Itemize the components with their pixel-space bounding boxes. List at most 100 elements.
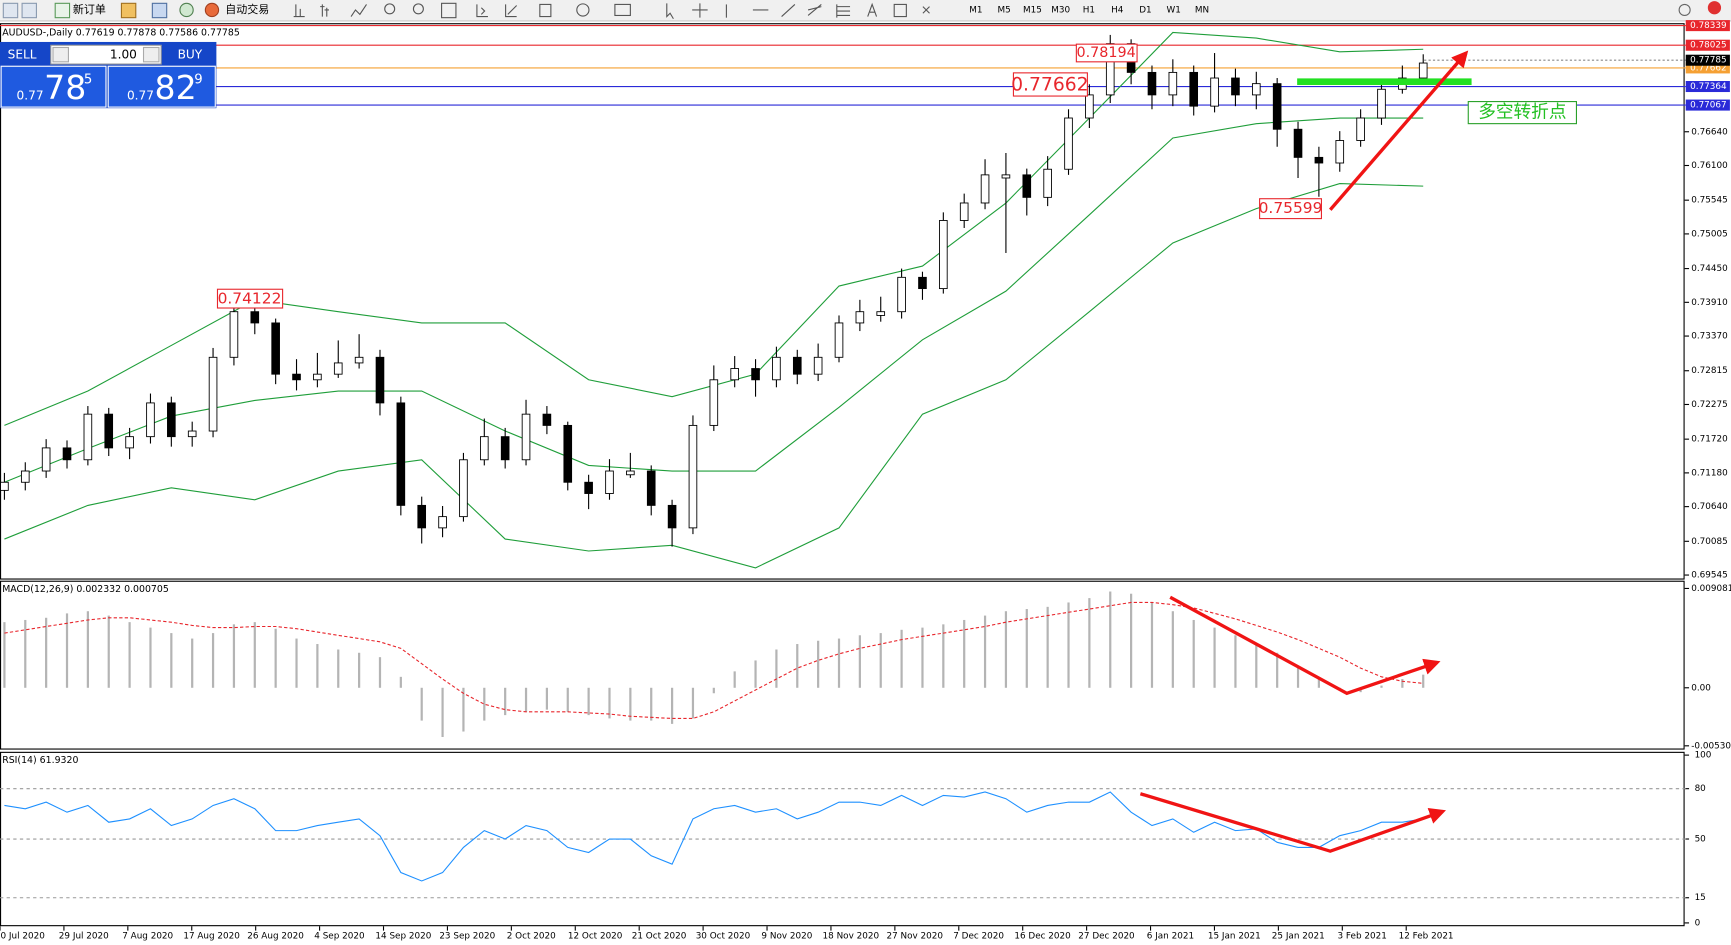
timeframe-button[interactable]: D1 bbox=[1139, 5, 1151, 15]
candle-body bbox=[626, 470, 635, 476]
channel-tool[interactable] bbox=[807, 3, 822, 16]
tool-icon[interactable] bbox=[441, 2, 457, 19]
candle-body bbox=[980, 174, 990, 204]
x-tick-label: 20 Jul 2020 bbox=[0, 932, 45, 942]
new-order-icon[interactable] bbox=[54, 2, 71, 19]
candle-body bbox=[1147, 71, 1157, 96]
timeframe-button[interactable]: M30 bbox=[1051, 5, 1070, 15]
y-tick-label: 0 bbox=[1695, 918, 1701, 928]
tool-icon[interactable] bbox=[505, 4, 518, 18]
trendline-tool[interactable] bbox=[781, 4, 796, 17]
y-tick-label: 100 bbox=[1695, 751, 1712, 761]
y-tick-label: 0.76640 bbox=[1691, 127, 1728, 137]
tool-icon[interactable] bbox=[320, 4, 329, 17]
candle-body bbox=[646, 470, 656, 506]
tool-icon[interactable] bbox=[2, 2, 19, 19]
candle-body bbox=[1085, 94, 1094, 119]
tool-icon[interactable] bbox=[476, 4, 488, 18]
timeframe-button[interactable]: H4 bbox=[1111, 5, 1124, 15]
annotation-box bbox=[1012, 72, 1088, 97]
y-tick-label: 0.00 bbox=[1691, 683, 1711, 693]
candle-body bbox=[667, 504, 677, 529]
price-level-tag bbox=[1685, 99, 1730, 111]
lots-down[interactable] bbox=[52, 46, 69, 63]
crosshair-tool[interactable] bbox=[692, 3, 708, 18]
ask-box[interactable] bbox=[107, 65, 216, 108]
lots-input[interactable] bbox=[50, 44, 162, 65]
timeframe-button[interactable]: H1 bbox=[1083, 5, 1095, 15]
bid-box[interactable] bbox=[0, 65, 107, 108]
macd-bar bbox=[3, 622, 6, 688]
macd-bar bbox=[608, 687, 611, 719]
macd-bar bbox=[1296, 665, 1300, 688]
new-order-button[interactable]: 新订单 bbox=[73, 2, 106, 16]
rsi-label: RSI(14) 61.9320 bbox=[2, 755, 78, 766]
candle-body bbox=[125, 436, 134, 449]
candle-body bbox=[1251, 83, 1261, 96]
zoom-in[interactable] bbox=[384, 3, 396, 15]
annotation-box bbox=[1259, 198, 1322, 220]
bid-big: 78 bbox=[44, 68, 86, 107]
text-tool[interactable] bbox=[867, 2, 878, 17]
cursor-tool[interactable] bbox=[666, 3, 674, 20]
macd-bar bbox=[837, 638, 841, 688]
shapes-tool[interactable] bbox=[922, 6, 930, 14]
x-tick-label: 18 Nov 2020 bbox=[823, 932, 880, 942]
timeframe-button[interactable]: M15 bbox=[1023, 5, 1042, 15]
candle-body bbox=[918, 276, 927, 290]
macd-bar bbox=[733, 671, 736, 688]
tool-icon[interactable] bbox=[293, 4, 305, 18]
macd-bar bbox=[942, 624, 945, 688]
candle-body bbox=[1356, 117, 1365, 141]
candle-body bbox=[479, 436, 489, 461]
label-tool[interactable] bbox=[893, 3, 907, 18]
candle-body bbox=[1377, 88, 1386, 119]
macd-bar bbox=[1422, 674, 1425, 688]
search-icon[interactable] bbox=[1678, 3, 1691, 17]
candle-body bbox=[730, 368, 739, 381]
tool-icon[interactable] bbox=[21, 2, 37, 19]
tool-icon[interactable] bbox=[539, 3, 552, 18]
candle-body bbox=[41, 447, 51, 472]
candle-body bbox=[271, 322, 280, 375]
lots-value[interactable]: 1.00 bbox=[110, 48, 137, 62]
macd-bar bbox=[1401, 679, 1404, 688]
y-tick-label: 0.74450 bbox=[1691, 264, 1728, 274]
buy-label[interactable]: BUY bbox=[178, 48, 203, 62]
chart-layer: 0.76640 0.76100 0.75545 0.75005 0.74450 0.739… bbox=[0, 20, 1731, 942]
timeframe-button[interactable]: MN bbox=[1195, 5, 1209, 15]
timeframe-button[interactable]: M5 bbox=[998, 5, 1011, 15]
candle-body bbox=[417, 504, 427, 529]
notification-badge[interactable] bbox=[1707, 1, 1722, 15]
buy-button[interactable] bbox=[165, 44, 215, 65]
y-tick-label: 80 bbox=[1695, 784, 1707, 794]
tool-icon[interactable] bbox=[350, 4, 367, 17]
tool-icon[interactable] bbox=[151, 2, 168, 19]
tool-icon[interactable] bbox=[179, 2, 194, 18]
tool-icon[interactable] bbox=[120, 2, 137, 19]
timeframe-button[interactable]: W1 bbox=[1167, 5, 1181, 15]
auto-trading-icon[interactable] bbox=[204, 2, 220, 18]
y-tick-label: 0.009081 bbox=[1691, 584, 1731, 594]
tool-icon[interactable] bbox=[576, 3, 590, 17]
lots-up[interactable] bbox=[142, 46, 160, 63]
macd-bar bbox=[545, 687, 549, 710]
annotation-low: 0.75599 bbox=[1259, 199, 1323, 217]
macd-bar bbox=[1255, 644, 1258, 688]
y-tick-label: 0.71720 bbox=[1691, 435, 1728, 445]
sell-label[interactable]: SELL bbox=[8, 48, 37, 62]
arrow bbox=[1139, 792, 1446, 853]
auto-trading-button[interactable]: 自动交易 bbox=[225, 2, 269, 16]
zoom-out[interactable] bbox=[412, 3, 424, 15]
macd-bar bbox=[1171, 611, 1174, 688]
tool-icon[interactable] bbox=[614, 3, 631, 17]
macd-bar bbox=[900, 629, 903, 688]
macd-bar bbox=[399, 676, 402, 688]
candle-body bbox=[772, 356, 781, 381]
macd-bar bbox=[566, 687, 569, 712]
fibo-tool[interactable] bbox=[836, 4, 851, 18]
candle-body bbox=[563, 424, 573, 483]
timeframe-button[interactable]: M1 bbox=[969, 5, 982, 15]
sell-button[interactable] bbox=[2, 44, 42, 65]
